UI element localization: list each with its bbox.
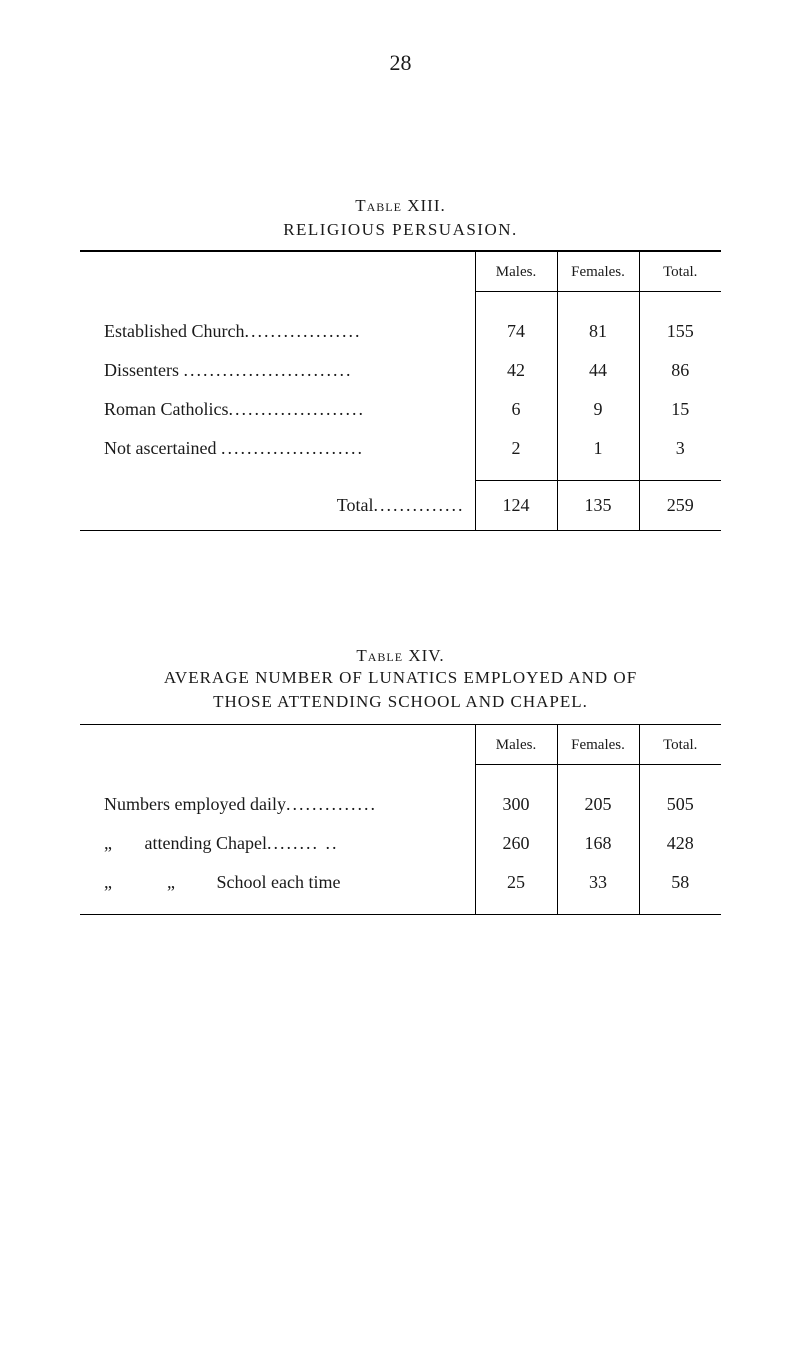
table-13-header-row: Males. Females. Total. bbox=[80, 252, 721, 292]
table-14-header-total: Total. bbox=[639, 725, 721, 765]
leader-dots: ..................... bbox=[229, 399, 366, 419]
ditto-mark: „ bbox=[104, 872, 140, 893]
leader-dots: ........ .. bbox=[267, 833, 339, 853]
cell-total: 86 bbox=[639, 351, 721, 390]
cell-total: 428 bbox=[639, 824, 721, 863]
table-row: Numbers employed daily.............. 300… bbox=[80, 785, 721, 824]
table-14-header-males: Males. bbox=[475, 725, 557, 765]
ditto-mark: „ bbox=[167, 872, 203, 893]
cell-total: 15 bbox=[639, 390, 721, 429]
table-row: Not ascertained ...................... 2… bbox=[80, 429, 721, 468]
total-total: 259 bbox=[639, 481, 721, 531]
cell-total: 155 bbox=[639, 312, 721, 351]
spacer bbox=[80, 292, 721, 312]
spacer bbox=[80, 468, 721, 481]
leader-dots: .................. bbox=[244, 321, 361, 341]
row-label: Not ascertained ...................... bbox=[80, 429, 475, 468]
table-row: „ attending Chapel........ .. 260 168 42… bbox=[80, 824, 721, 863]
table-13-label: Table XIII. bbox=[80, 196, 721, 216]
cell-males: 260 bbox=[475, 824, 557, 863]
cell-males: 42 bbox=[475, 351, 557, 390]
ditto-mark: „ bbox=[104, 833, 140, 854]
table-14-grid: Males. Females. Total. Numbers employed … bbox=[80, 725, 721, 914]
total-females: 135 bbox=[557, 481, 639, 531]
table-14-header-females: Females. bbox=[557, 725, 639, 765]
row-label: Numbers employed daily.............. bbox=[80, 785, 475, 824]
cell-total: 505 bbox=[639, 785, 721, 824]
row-label: Roman Catholics..................... bbox=[80, 390, 475, 429]
cell-total: 3 bbox=[639, 429, 721, 468]
cell-females: 205 bbox=[557, 785, 639, 824]
title-line-2: THOSE ATTENDING SCHOOL AND CHAPEL. bbox=[213, 692, 588, 711]
cell-females: 81 bbox=[557, 312, 639, 351]
total-label: Total.............. bbox=[80, 481, 475, 531]
table-14: Males. Females. Total. Numbers employed … bbox=[80, 724, 721, 915]
row-label: Dissenters .......................... bbox=[80, 351, 475, 390]
cell-males: 74 bbox=[475, 312, 557, 351]
table-row: Roman Catholics..................... 6 9… bbox=[80, 390, 721, 429]
table-14-title: AVERAGE NUMBER OF LUNATICS EMPLOYED AND … bbox=[80, 666, 721, 714]
cell-males: 6 bbox=[475, 390, 557, 429]
row-label: Established Church.................. bbox=[80, 312, 475, 351]
cell-females: 1 bbox=[557, 429, 639, 468]
cell-females: 33 bbox=[557, 863, 639, 902]
leader-dots: .............. bbox=[286, 794, 377, 814]
total-males: 124 bbox=[475, 481, 557, 531]
cell-males: 300 bbox=[475, 785, 557, 824]
table-13-header-total: Total. bbox=[639, 252, 721, 292]
table-row: Established Church.................. 74 … bbox=[80, 312, 721, 351]
table-13-title: RELIGIOUS PERSUASION. bbox=[80, 220, 721, 240]
table-13: Males. Females. Total. Established Churc… bbox=[80, 250, 721, 531]
leader-dots: ...................... bbox=[221, 438, 364, 458]
leader-dots: .......................... bbox=[184, 360, 353, 380]
cell-females: 9 bbox=[557, 390, 639, 429]
cell-females: 44 bbox=[557, 351, 639, 390]
table-row: „ „ School each time 25 33 58 bbox=[80, 863, 721, 902]
table-13-header-males: Males. bbox=[475, 252, 557, 292]
cell-males: 2 bbox=[475, 429, 557, 468]
cell-females: 168 bbox=[557, 824, 639, 863]
leader-dots: .............. bbox=[374, 495, 465, 515]
cell-total: 58 bbox=[639, 863, 721, 902]
spacer bbox=[80, 765, 721, 785]
table-14-header-row: Males. Females. Total. bbox=[80, 725, 721, 765]
spacer bbox=[80, 902, 721, 914]
table-13-header-empty bbox=[80, 252, 475, 292]
title-line-1: AVERAGE NUMBER OF LUNATICS EMPLOYED AND … bbox=[164, 668, 637, 687]
table-13-grid: Males. Females. Total. Established Churc… bbox=[80, 252, 721, 530]
table-13-total-row: Total.............. 124 135 259 bbox=[80, 481, 721, 531]
table-14-label: Table XIV. bbox=[80, 646, 721, 666]
table-13-header-females: Females. bbox=[557, 252, 639, 292]
row-label: „ attending Chapel........ .. bbox=[80, 824, 475, 863]
table-14-header-empty bbox=[80, 725, 475, 765]
cell-males: 25 bbox=[475, 863, 557, 902]
row-label: „ „ School each time bbox=[80, 863, 475, 902]
table-row: Dissenters .......................... 42… bbox=[80, 351, 721, 390]
page-number: 28 bbox=[80, 50, 721, 76]
